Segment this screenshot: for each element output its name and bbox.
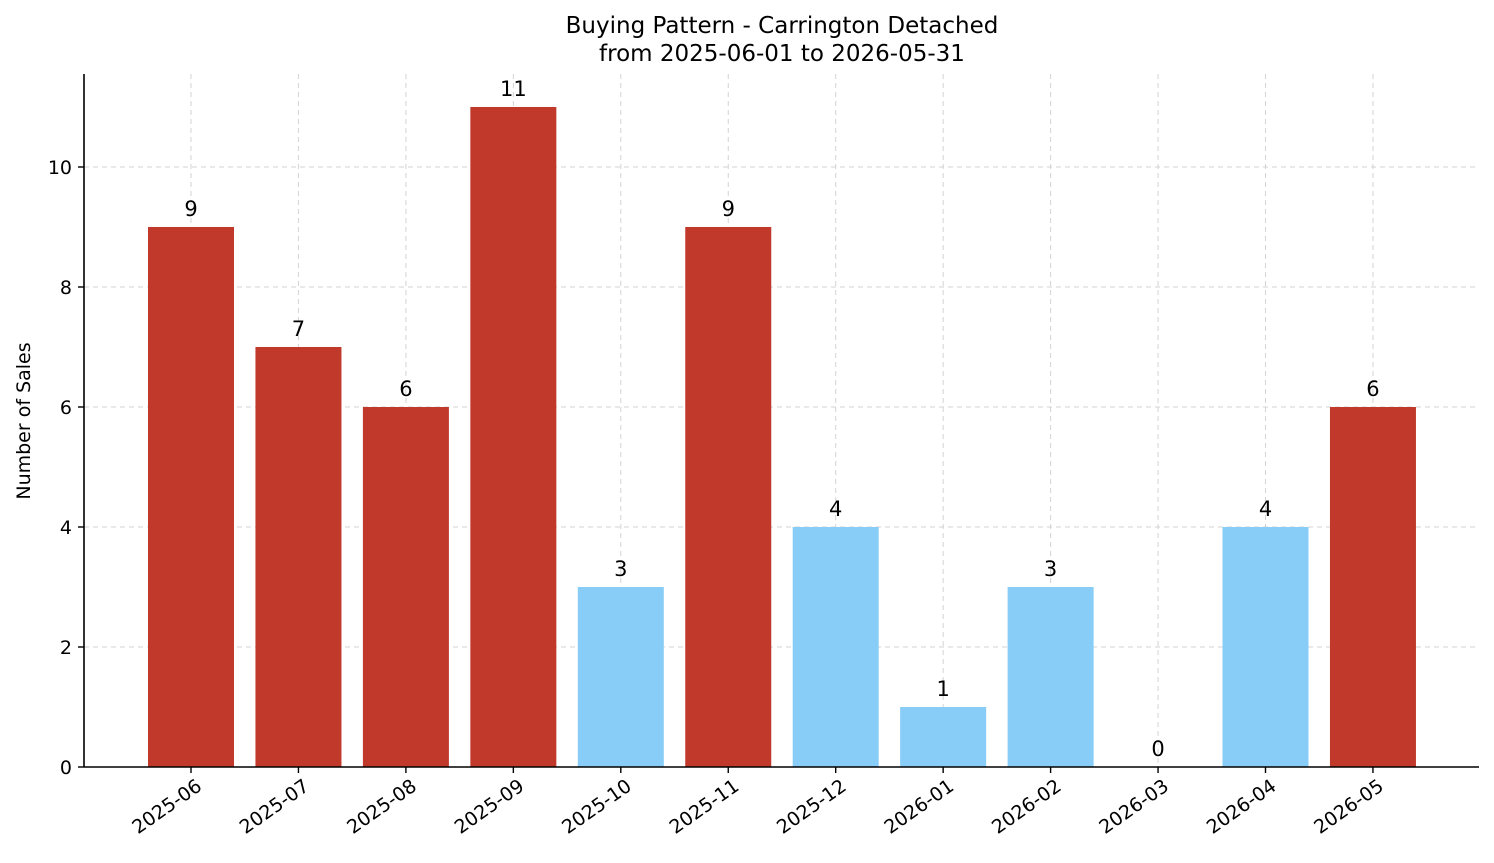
data-label-2026-04: 4: [1259, 497, 1272, 521]
x-tick-label-2025-09: 2025-09: [451, 775, 529, 839]
y-tick-label: 8: [60, 277, 72, 299]
data-label-2026-03: 0: [1151, 737, 1164, 761]
bar-2025-08: [362, 407, 449, 767]
y-tick-label: 0: [60, 757, 72, 779]
bar-2025-12: [792, 527, 879, 767]
data-label-2026-01: 1: [936, 677, 949, 701]
x-tick-label-2026-01: 2026-01: [880, 775, 958, 839]
y-tick-label: 10: [48, 157, 72, 179]
x-tick-label-2025-07: 2025-07: [236, 775, 314, 839]
bar-2025-07: [255, 347, 342, 767]
bar-2026-04: [1222, 527, 1309, 767]
data-label-2025-07: 7: [292, 317, 305, 341]
bar-2025-09: [470, 107, 557, 767]
data-label-2026-05: 6: [1366, 377, 1379, 401]
x-tick-label-2025-10: 2025-10: [558, 775, 636, 839]
chart-title-line-1: Buying Pattern - Carrington Detached: [566, 13, 999, 39]
bar-2026-01: [900, 707, 987, 767]
x-tick-label-2025-12: 2025-12: [773, 775, 851, 839]
bar-2025-06: [148, 227, 234, 767]
x-tick-label-2026-05: 2026-05: [1310, 775, 1388, 839]
x-tick-label-2026-02: 2026-02: [988, 775, 1066, 839]
x-tick-label-2026-04: 2026-04: [1203, 775, 1281, 839]
y-axis-label: Number of Sales: [13, 342, 35, 499]
data-label-2025-10: 3: [614, 557, 627, 581]
x-tick-label-2025-06: 2025-06: [128, 775, 206, 839]
bar-2026-05: [1329, 407, 1416, 767]
y-tick-label: 6: [60, 397, 72, 419]
bar-layer: [148, 107, 1416, 767]
chart-title-line-2: from 2025-06-01 to 2026-05-31: [599, 41, 965, 67]
data-label-2025-08: 6: [399, 377, 412, 401]
y-tick-label: 4: [60, 517, 72, 539]
x-tick-label-2025-11: 2025-11: [665, 775, 743, 839]
data-label-2025-09: 11: [500, 77, 527, 101]
x-tick-label-2025-08: 2025-08: [343, 775, 421, 839]
data-label-2025-06: 9: [184, 197, 197, 221]
bar-2025-10: [577, 587, 664, 767]
data-label-2025-12: 4: [829, 497, 842, 521]
bar-2026-02: [1007, 587, 1094, 767]
data-label-2026-02: 3: [1044, 557, 1057, 581]
x-tick-label-2026-03: 2026-03: [1095, 775, 1173, 839]
data-label-2025-11: 9: [722, 197, 735, 221]
data-label-layer: 9 7 6 11 3 9 4 1 3 0 4 6: [184, 77, 1379, 761]
y-tick-label: 2: [60, 637, 72, 659]
bar-2025-11: [685, 227, 772, 767]
